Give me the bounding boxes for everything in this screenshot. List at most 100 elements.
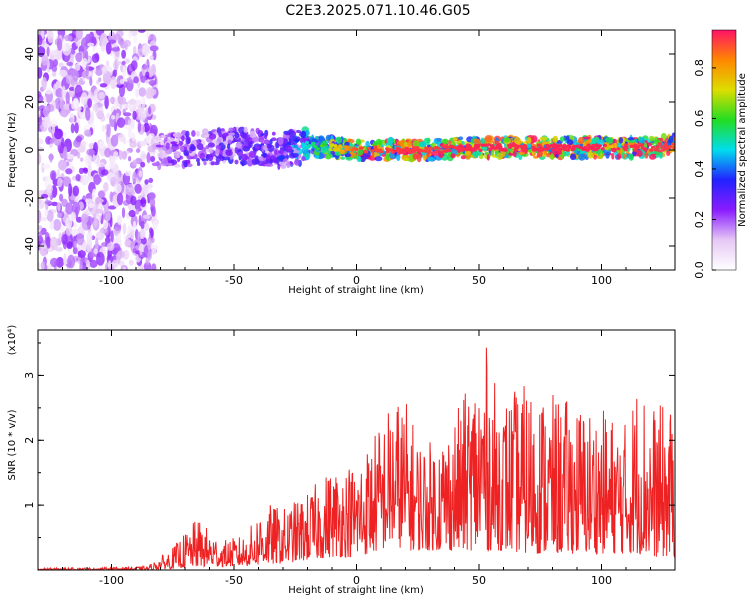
heatmap-x-tick-label: 100 xyxy=(591,274,612,287)
heatmap-cell xyxy=(167,133,171,138)
heatmap-cell xyxy=(358,146,363,150)
snr-y-ticks: 1 2 3 xyxy=(23,342,675,539)
heatmap-cell xyxy=(85,198,93,204)
heatmap-cell xyxy=(566,144,571,148)
heatmap-cell xyxy=(629,144,634,148)
heatmap-cell xyxy=(72,69,79,82)
heatmap-cell xyxy=(173,163,181,168)
heatmap-cell xyxy=(140,97,145,105)
heatmap-cell xyxy=(653,148,658,152)
heatmap-cell xyxy=(258,137,265,143)
heatmap-cell xyxy=(412,140,420,148)
heatmap-cell xyxy=(58,159,67,171)
heatmap-cell xyxy=(385,147,390,151)
heatmap-cell xyxy=(88,202,95,209)
heatmap-cell xyxy=(95,67,103,77)
heatmap-cell xyxy=(660,145,665,149)
colorbar-tick-label: 0.4 xyxy=(693,160,706,178)
heatmap-cell xyxy=(450,153,456,159)
heatmap-cell xyxy=(142,214,151,219)
heatmap-cell xyxy=(93,174,101,186)
heatmap-cell xyxy=(95,231,105,241)
heatmap-cell xyxy=(46,184,53,194)
heatmap-cell xyxy=(86,148,95,156)
heatmap-cell xyxy=(218,131,222,138)
heatmap-cell xyxy=(62,176,72,187)
heatmap-cell xyxy=(574,149,579,154)
heatmap-cell xyxy=(57,38,62,51)
heatmap-cell xyxy=(557,147,562,151)
heatmap-cell xyxy=(197,161,201,166)
heatmap-cell xyxy=(640,143,645,147)
heatmap-cell xyxy=(41,163,51,170)
heatmap-cell xyxy=(128,259,134,266)
heatmap-cell xyxy=(397,147,402,151)
heatmap-cell xyxy=(426,149,431,153)
heatmap-cell xyxy=(666,150,671,156)
heatmap-cell xyxy=(65,202,74,215)
heatmap-cell xyxy=(41,76,48,90)
heatmap-cell xyxy=(148,177,154,184)
heatmap-cell xyxy=(105,42,112,55)
heatmap-cell xyxy=(61,85,66,100)
heatmap-cell xyxy=(507,143,512,147)
heatmap-cell xyxy=(69,113,75,124)
heatmap-cell xyxy=(125,184,135,196)
heatmap-cell xyxy=(129,229,135,240)
heatmap-cell xyxy=(319,144,324,148)
heatmap-y-tick-label: 40 xyxy=(23,47,36,61)
heatmap-cell xyxy=(637,144,641,148)
heatmap-cell xyxy=(94,208,104,214)
heatmap-cell xyxy=(227,143,231,150)
heatmap-cell xyxy=(127,103,134,110)
heatmap-cell xyxy=(284,132,291,136)
heatmap-cell xyxy=(110,176,118,187)
heatmap-cell xyxy=(57,201,61,212)
heatmap-cell xyxy=(68,86,76,91)
heatmap-cell xyxy=(260,133,265,136)
heatmap-cell xyxy=(616,147,621,151)
heatmap-cell xyxy=(127,132,133,139)
heatmap-cell xyxy=(648,135,655,142)
heatmap-cell xyxy=(97,190,105,199)
heatmap-cell xyxy=(93,248,98,255)
heatmap-cell xyxy=(140,197,147,208)
heatmap-x-tick-label: -50 xyxy=(225,274,243,287)
heatmap-cell xyxy=(49,257,59,268)
heatmap-cell xyxy=(664,146,669,151)
heatmap-cell xyxy=(51,71,57,77)
heatmap-cell xyxy=(145,71,150,78)
heatmap-cell xyxy=(67,254,76,269)
heatmap-cell xyxy=(59,193,64,202)
heatmap-cell xyxy=(293,145,298,149)
heatmap-cell xyxy=(605,152,610,159)
heatmap-cell xyxy=(668,145,672,149)
heatmap-cell xyxy=(351,147,356,151)
heatmap-cell xyxy=(474,150,479,157)
heatmap-cell xyxy=(103,182,109,192)
heatmap-cell xyxy=(76,232,85,246)
heatmap-cell xyxy=(122,136,127,145)
heatmap-cell xyxy=(53,59,58,67)
heatmap-cell xyxy=(458,136,464,141)
heatmap-cell xyxy=(111,47,120,52)
heatmap-cell xyxy=(412,153,418,160)
heatmap-cell xyxy=(228,132,236,136)
heatmap-cell xyxy=(423,149,428,153)
heatmap-cell xyxy=(109,157,116,169)
heatmap-cell xyxy=(186,163,193,168)
heatmap-cell xyxy=(87,42,95,47)
heatmap-cell xyxy=(100,115,106,122)
heatmap-cell xyxy=(330,150,335,155)
heatmap-cell xyxy=(148,133,155,138)
heatmap-cell xyxy=(518,154,523,161)
heatmap-y-tick-label: 20 xyxy=(23,95,36,109)
heatmap-cell xyxy=(271,131,276,136)
heatmap-cell xyxy=(370,149,375,153)
heatmap-cell xyxy=(68,183,73,197)
heatmap-cell xyxy=(371,151,375,158)
heatmap-cell xyxy=(39,242,48,257)
heatmap-cell xyxy=(537,150,543,158)
heatmap-cell xyxy=(266,154,271,163)
heatmap-cell xyxy=(100,169,109,176)
